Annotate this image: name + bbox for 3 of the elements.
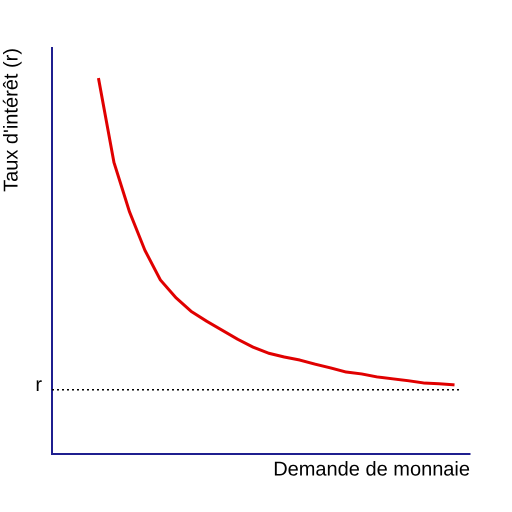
x-axis-title: Demande de monnaie [273, 458, 470, 481]
y-axis-title: Taux d'intérêt (r) [0, 48, 23, 192]
ref-line-label: r [35, 374, 42, 396]
